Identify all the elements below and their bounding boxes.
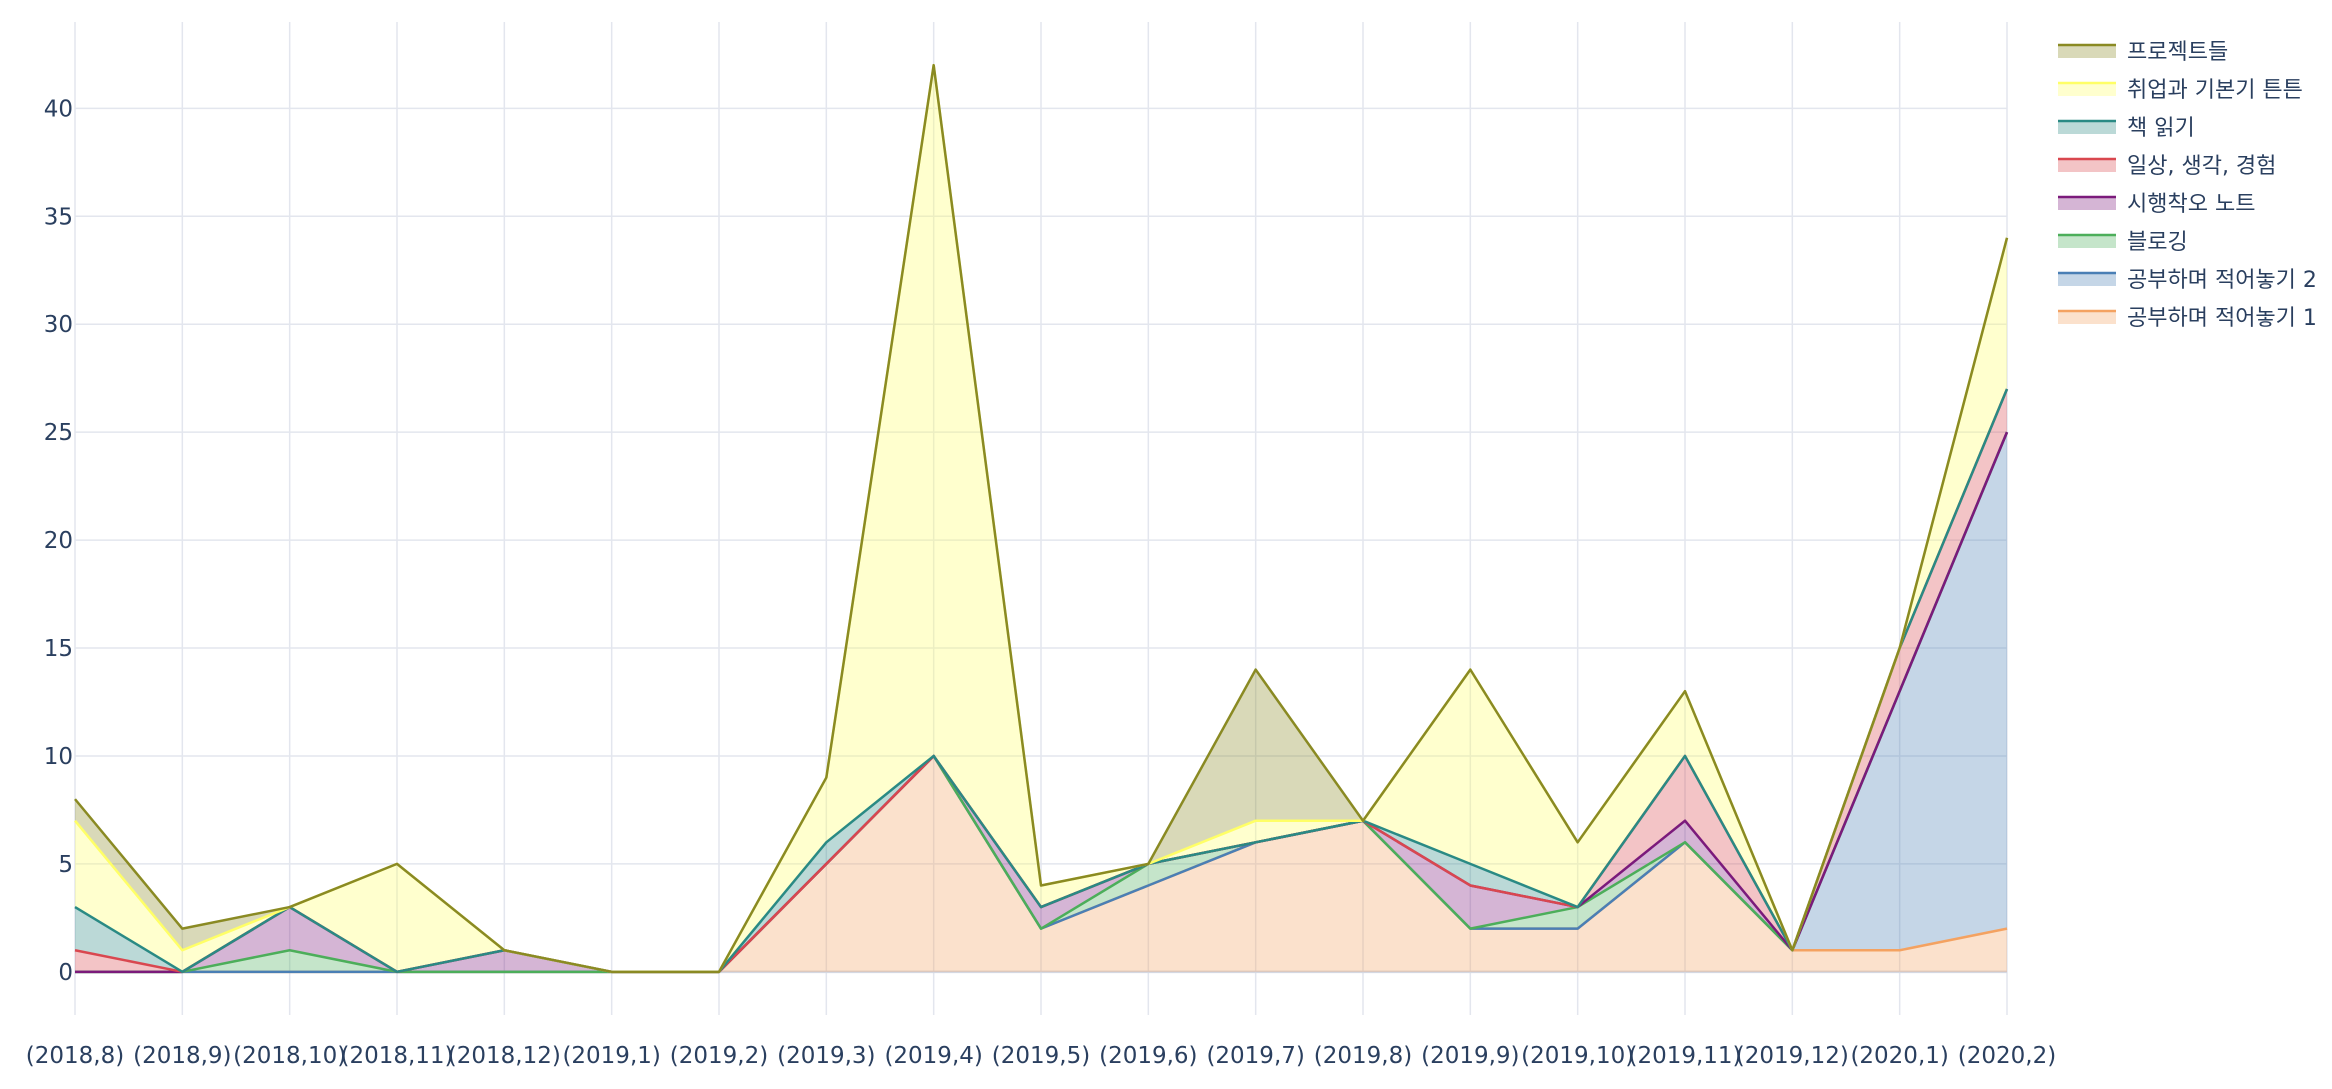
legend-label: 블로깅: [2127, 230, 2188, 255]
legend-item[interactable]: 공부하며 적어놓기 2: [2058, 268, 2317, 293]
x-tick-label: (2018,9): [133, 1043, 231, 1069]
x-tick-label: (2019,10): [1521, 1043, 1634, 1069]
x-tick-label: (2019,2): [670, 1043, 768, 1069]
x-tick-label: (2019,11): [1628, 1043, 1741, 1069]
line-series-6[interactable]: [74, 388, 2009, 974]
legend-swatch: [2058, 45, 2116, 58]
legend-label: 공부하며 적어놓기 1: [2127, 306, 2317, 331]
legend-label: 책 읽기: [2127, 116, 2195, 141]
legend-item[interactable]: 블로깅: [2058, 230, 2188, 255]
x-tick-label: (2019,5): [992, 1043, 1090, 1069]
x-tick-label: (2020,2): [1958, 1043, 2056, 1069]
x-tick-label: (2018,10): [233, 1043, 346, 1069]
x-tick-label: (2019,7): [1206, 1043, 1304, 1069]
y-tick-label: 30: [44, 312, 73, 338]
legend-label: 공부하며 적어놓기 2: [2127, 268, 2317, 293]
legend-swatch: [2058, 197, 2116, 210]
x-tick-label: (2018,8): [26, 1043, 124, 1069]
y-tick-label: 15: [44, 636, 73, 662]
x-tick-label: (2020,1): [1850, 1043, 1948, 1069]
y-tick-label: 5: [58, 852, 73, 878]
y-tick-label: 25: [44, 420, 73, 446]
legend-item[interactable]: 프로젝트들: [2058, 40, 2228, 65]
legend-item[interactable]: 취업과 기본기 튼튼: [2058, 78, 2303, 103]
x-tick-label: (2019,12): [1736, 1043, 1849, 1069]
legend-swatch: [2058, 121, 2116, 134]
x-tick-label: (2019,4): [884, 1043, 982, 1069]
legend-item[interactable]: 공부하며 적어놓기 1: [2058, 306, 2317, 331]
area-series-2[interactable]: [75, 432, 2007, 972]
x-tick-label: (2019,8): [1314, 1043, 1412, 1069]
legend-swatch: [2058, 273, 2116, 286]
legend-label: 프로젝트들: [2127, 40, 2228, 65]
x-tick-label: (2019,3): [777, 1043, 875, 1069]
legend-swatch: [2058, 235, 2116, 248]
x-tick-label: (2018,12): [448, 1043, 561, 1069]
x-tick-label: (2018,11): [340, 1043, 453, 1069]
legend-swatch: [2058, 159, 2116, 172]
legend-swatch: [2058, 83, 2116, 96]
y-tick-label: 10: [44, 744, 73, 770]
y-tick-label: 35: [44, 204, 73, 230]
legend-item[interactable]: 일상, 생각, 경험: [2058, 154, 2276, 179]
line-series-8[interactable]: [74, 63, 2009, 974]
y-tick-label: 40: [44, 96, 73, 122]
x-tick-label: (2019,9): [1421, 1043, 1519, 1069]
legend-swatch: [2058, 311, 2116, 324]
legend-item[interactable]: 시행착오 노트: [2058, 192, 2255, 217]
legend-item[interactable]: 책 읽기: [2058, 116, 2195, 141]
legend-label: 시행착오 노트: [2127, 192, 2255, 217]
legend-label: 일상, 생각, 경험: [2127, 154, 2276, 179]
y-tick-label: 20: [44, 528, 73, 554]
line-layer: [74, 63, 2009, 974]
y-axis-tick-labels: 0 5 10 15 20 25 30 35 40: [44, 96, 73, 985]
x-axis-tick-labels: (2018,8) (2018,9) (2018,10)(2018,11)(2018,…: [26, 1043, 2056, 1069]
x-tick-label: (2019,6): [1099, 1043, 1197, 1069]
legend-label: 취업과 기본기 튼튼: [2127, 78, 2303, 103]
y-tick-label: 0: [58, 960, 73, 986]
x-tick-label: (2019,1): [562, 1043, 660, 1069]
